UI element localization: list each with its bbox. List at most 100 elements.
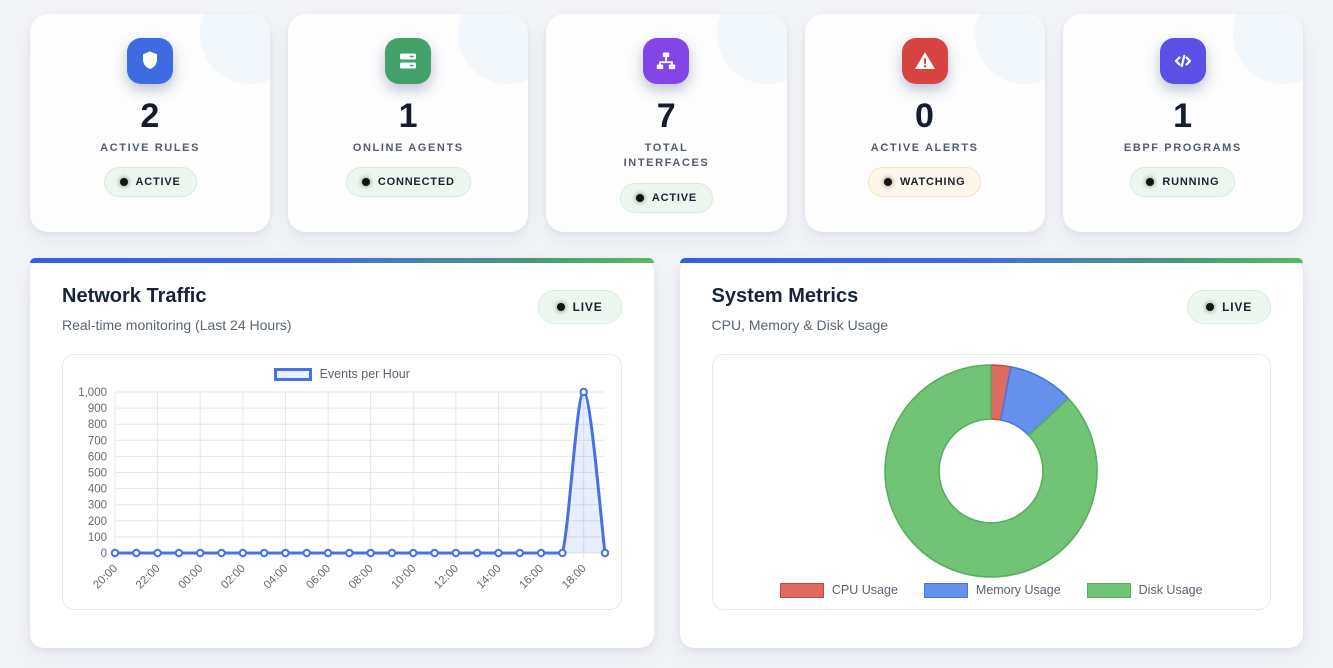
doughnut-chart-svg[interactable] (883, 363, 1099, 579)
data-point[interactable] (472, 548, 482, 558)
legend-label: CPU Usage (831, 583, 898, 597)
status-dot-icon (361, 178, 370, 187)
data-point[interactable] (323, 548, 333, 558)
y-axis-tick-label: 800 (88, 419, 107, 431)
data-point[interactable] (515, 548, 524, 558)
status-badge: RUNNING (1130, 167, 1236, 198)
y-axis-tick-label: 1,000 (78, 387, 107, 399)
doughnut-legend: CPU Usage Memory Usage Disk Usage (721, 579, 1263, 601)
stat-card-active-rules: 2 ACTIVE RULES ACTIVE (30, 14, 271, 232)
server-icon (385, 38, 432, 84)
stat-card-online-agents: 1 ONLINE AGENTS CONNECTED (288, 14, 529, 232)
legend-item-cpu-usage[interactable]: CPU Usage (779, 582, 898, 598)
network-topology-icon (643, 38, 690, 84)
live-dot-icon (556, 303, 565, 311)
status-badge-label: ACTIVE (135, 176, 181, 189)
card-corner-decoration (458, 14, 529, 84)
stat-label: EBPF PROGRAMS (1123, 142, 1242, 154)
legend-item-memory-usage[interactable]: Memory Usage (923, 582, 1061, 598)
card-corner-decoration (200, 14, 271, 84)
data-point[interactable] (536, 548, 546, 558)
data-point[interactable] (196, 548, 205, 558)
stat-value: 2 (140, 97, 160, 135)
status-badge-label: WATCHING (899, 176, 966, 189)
x-axis-tick-label: 14:00 (475, 563, 504, 592)
data-point[interactable] (259, 548, 269, 558)
stat-label: ACTIVE ALERTS (870, 142, 979, 154)
y-axis-tick-label: 900 (88, 403, 107, 415)
live-badge-label: LIVE (572, 300, 603, 314)
data-point[interactable] (217, 548, 226, 558)
legend-label: Disk Usage (1138, 583, 1203, 597)
status-dot-icon (119, 178, 128, 187)
page-title-network-traffic: Network Traffic (62, 285, 207, 307)
live-badge: LIVE (537, 290, 622, 324)
live-dot-icon (1206, 303, 1215, 311)
data-point[interactable] (132, 548, 141, 558)
status-dot-icon (1146, 178, 1155, 187)
data-point[interactable] (110, 548, 120, 558)
data-point[interactable] (600, 548, 610, 558)
system-metrics-card: System Metrics CPU, Memory & Disk Usage … (679, 258, 1303, 648)
status-badge-label: CONNECTED (377, 176, 455, 189)
x-axis-tick-label: 04:00 (262, 563, 291, 592)
data-point[interactable] (281, 548, 290, 558)
code-icon (1159, 38, 1206, 84)
y-axis-tick-label: 500 (88, 468, 107, 480)
stat-card-ebpf-programs: 1 EBPF PROGRAMS RUNNING (1062, 14, 1303, 232)
doughnut-slice-disk-usage[interactable] (884, 364, 1099, 578)
y-axis-tick-label: 600 (88, 451, 107, 463)
data-point[interactable] (174, 548, 184, 558)
data-point[interactable] (153, 548, 162, 558)
data-point[interactable] (579, 387, 588, 397)
y-axis-tick-label: 400 (88, 484, 107, 496)
live-badge: LIVE (1187, 290, 1271, 324)
status-dot-icon (635, 193, 644, 202)
y-axis-tick-label: 700 (88, 435, 107, 447)
data-point[interactable] (430, 548, 439, 558)
data-point[interactable] (494, 548, 503, 558)
network-traffic-header: Network Traffic Real-time monitoring (La… (62, 285, 622, 333)
status-badge: CONNECTED (345, 167, 471, 198)
data-point[interactable] (238, 548, 248, 558)
status-badge: WATCHING (867, 167, 982, 198)
card-corner-decoration (974, 14, 1045, 84)
data-point[interactable] (409, 548, 418, 558)
status-dot-icon (883, 178, 892, 187)
line-chart-container: Events per Hour 0 100 200 300 400 500 600 700 80… (62, 354, 622, 610)
x-axis-tick-label: 12:00 (432, 563, 461, 592)
charts-row: Network Traffic Real-time monitoring (La… (30, 258, 1303, 648)
legend-swatch-icon (779, 582, 824, 598)
doughnut-chart-container: CPU Usage Memory Usage Disk Usage (711, 354, 1271, 610)
data-point[interactable] (366, 548, 375, 558)
line-chart-svg[interactable]: 0 100 200 300 400 500 600 700 800 900 1,000 20:00 22… (71, 385, 612, 599)
system-metrics-subtitle: CPU, Memory & Disk Usage (711, 317, 889, 333)
network-traffic-card: Network Traffic Real-time monitoring (La… (30, 258, 654, 648)
stat-card-total-interfaces: 7 TOTAL INTERFACES ACTIVE (546, 14, 787, 232)
stat-label: ONLINE AGENTS (352, 142, 464, 154)
x-axis-tick-label: 18:00 (560, 563, 589, 592)
stat-value: 7 (656, 97, 677, 135)
legend-label: Events per Hour (319, 367, 410, 381)
legend-swatch-icon (923, 582, 968, 598)
data-point[interactable] (387, 548, 397, 558)
line-chart-legend: Events per Hour (71, 363, 613, 385)
data-point[interactable] (451, 548, 461, 558)
x-axis-tick-label: 06:00 (304, 563, 333, 592)
legend-swatch-icon (1086, 582, 1131, 598)
legend-item-disk-usage[interactable]: Disk Usage (1086, 582, 1203, 598)
data-point[interactable] (302, 548, 311, 558)
data-point[interactable] (558, 548, 567, 558)
stat-value: 0 (914, 97, 935, 135)
page-title-system-metrics: System Metrics (711, 285, 859, 307)
stat-label: TOTAL INTERFACES (623, 142, 710, 170)
legend-item-events-per-hour[interactable]: Events per Hour (273, 367, 410, 381)
x-axis-tick-label: 02:00 (219, 563, 248, 592)
shield-icon (127, 38, 174, 84)
legend-swatch-icon (273, 367, 312, 381)
status-badge: ACTIVE (619, 182, 714, 213)
data-point[interactable] (345, 548, 354, 558)
stat-card-active-alerts: 0 ACTIVE ALERTS WATCHING (804, 14, 1045, 232)
status-badge: ACTIVE (103, 167, 197, 198)
